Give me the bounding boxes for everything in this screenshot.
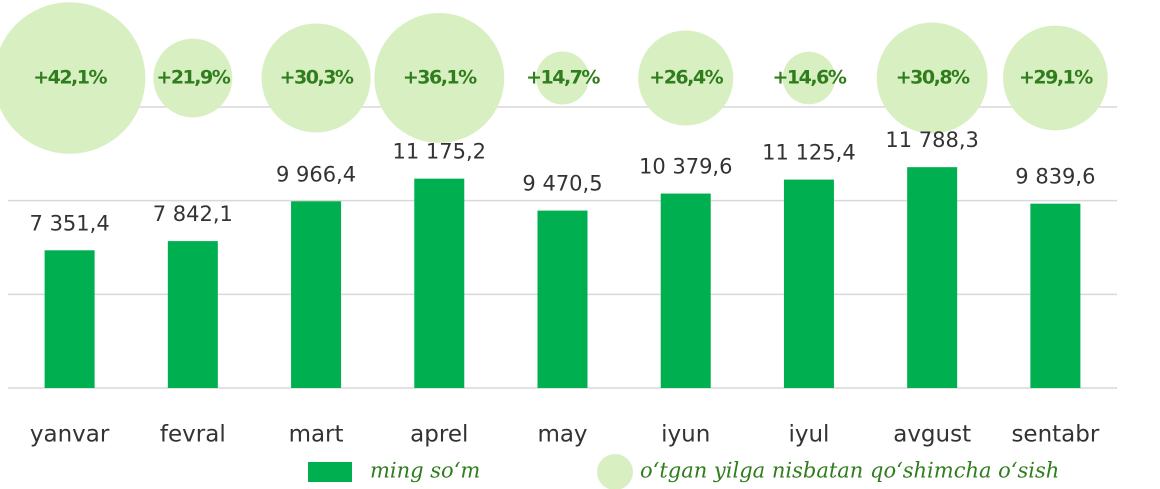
bubble bbox=[638, 30, 734, 126]
x-tick-label: aprel bbox=[410, 422, 468, 448]
bar bbox=[537, 210, 588, 388]
bar bbox=[167, 241, 218, 388]
bubble-label: +14,6% bbox=[773, 67, 847, 89]
bubble bbox=[374, 13, 505, 143]
x-tick-label: sentabr bbox=[1011, 422, 1099, 448]
bar bbox=[783, 179, 834, 388]
legend-swatch bbox=[597, 454, 633, 489]
value-label: 11 175,2 bbox=[393, 140, 487, 164]
bubble bbox=[153, 38, 233, 118]
value-label: 10 379,6 bbox=[639, 155, 733, 179]
bubble-label: +30,3% bbox=[280, 67, 354, 89]
legend-swatch bbox=[308, 462, 352, 482]
bubble bbox=[782, 51, 836, 105]
x-tick-label: fevral bbox=[160, 422, 226, 448]
bubble-label: +29,1% bbox=[1019, 67, 1093, 89]
bar bbox=[414, 178, 465, 388]
x-tick-label: iyul bbox=[788, 422, 829, 448]
bubble bbox=[876, 22, 988, 134]
x-tick-label: iyun bbox=[661, 422, 710, 448]
value-label: 9 839,6 bbox=[1015, 165, 1095, 189]
value-label: 11 125,4 bbox=[762, 141, 856, 165]
legend-label: o‘tgan yilga nisbatan qo‘shimcha o‘sish bbox=[640, 459, 1059, 483]
value-label: 7 351,4 bbox=[30, 211, 110, 235]
x-tick-label: yanvar bbox=[30, 422, 110, 448]
x-tick-label: avgust bbox=[893, 422, 971, 448]
bubble-label: +14,7% bbox=[526, 67, 600, 89]
bubble-label: +30,8% bbox=[896, 67, 970, 89]
bubble-label: +21,9% bbox=[156, 67, 230, 89]
x-tick-label: mart bbox=[289, 422, 344, 448]
bubble bbox=[1003, 25, 1108, 131]
bubble bbox=[0, 2, 146, 154]
x-tick-label: may bbox=[537, 422, 587, 448]
bubble-label: +36,1% bbox=[403, 67, 477, 89]
bubble bbox=[261, 23, 371, 133]
value-label: 11 788,3 bbox=[885, 128, 979, 152]
bubble-label: +42,1% bbox=[33, 67, 107, 89]
value-label: 9 966,4 bbox=[276, 162, 356, 186]
legend-label: ming so‘m bbox=[370, 459, 480, 483]
bar bbox=[291, 201, 342, 388]
bar bbox=[1030, 203, 1081, 388]
value-label: 9 470,5 bbox=[522, 172, 602, 196]
value-label: 7 842,1 bbox=[153, 202, 233, 226]
bar bbox=[44, 250, 95, 388]
bar bbox=[660, 193, 711, 388]
bubble bbox=[536, 51, 589, 105]
bubble-label: +26,4% bbox=[649, 67, 723, 89]
bar bbox=[907, 167, 958, 388]
